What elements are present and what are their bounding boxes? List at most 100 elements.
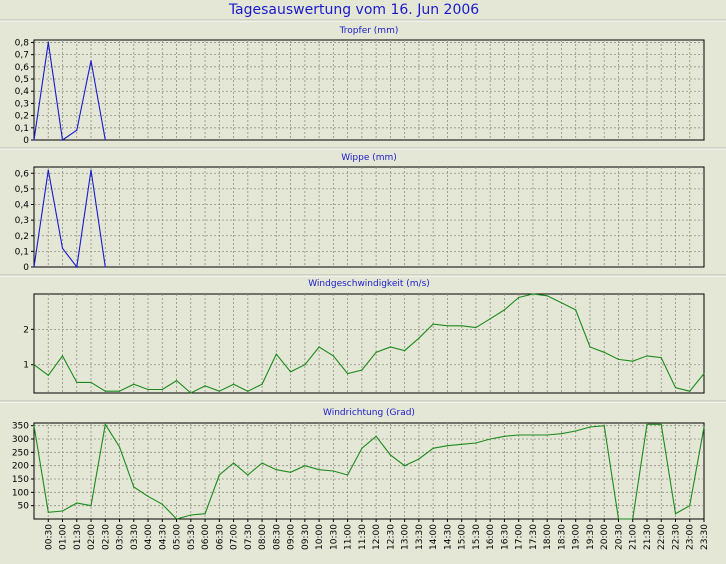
data-point — [90, 505, 92, 507]
series-line — [33, 170, 106, 269]
data-point — [161, 388, 163, 391]
x-tick-label: 09:00 — [287, 524, 297, 550]
data-point — [560, 433, 563, 435]
x-tick-label: 23:30 — [700, 524, 710, 550]
data-point — [90, 381, 92, 383]
data-point — [703, 373, 705, 375]
data-point — [489, 318, 491, 320]
data-point — [261, 462, 263, 464]
chart-panel-3: Windgeschwindigkeit (m/s) 1 2 — [0, 274, 726, 394]
y-tick-label: 0,3 — [15, 99, 29, 109]
data-point — [375, 435, 377, 437]
y-tick-label: 1 — [23, 361, 29, 371]
x-tick-label: 20:00 — [600, 524, 610, 550]
data-point — [133, 486, 135, 488]
data-point — [404, 350, 406, 352]
data-point — [560, 302, 563, 304]
data-point — [304, 364, 306, 366]
data-point — [290, 471, 292, 473]
data-point — [33, 364, 35, 366]
y-tick-label: 0,8 — [15, 38, 30, 48]
panel-title: Tropfer (mm) — [339, 26, 399, 36]
data-point — [204, 513, 206, 515]
data-point — [489, 438, 491, 440]
x-tick-label: 07:00 — [230, 524, 240, 550]
data-point — [332, 355, 334, 357]
x-tick-label: 10:30 — [329, 524, 339, 550]
y-tick-label: 0,4 — [15, 201, 30, 211]
data-point — [689, 505, 691, 507]
data-point — [389, 346, 391, 348]
data-point — [76, 266, 78, 268]
data-point — [61, 139, 64, 141]
plot-area — [33, 166, 705, 268]
x-tick-label: 21:00 — [629, 524, 639, 550]
data-point — [147, 495, 149, 497]
x-tick-label: 06:00 — [201, 524, 211, 550]
data-point — [290, 371, 292, 373]
plot-area — [33, 422, 705, 520]
data-point — [418, 458, 420, 460]
data-point — [475, 327, 477, 329]
x-tick-label: 04:30 — [158, 524, 168, 550]
data-point — [61, 355, 64, 357]
data-point — [47, 511, 49, 513]
x-tick-label: 19:30 — [586, 524, 596, 550]
data-point — [133, 383, 135, 385]
x-tick-label: 21:30 — [643, 524, 653, 550]
data-point — [247, 390, 249, 392]
y-tick-label: 0,2 — [15, 112, 29, 122]
data-point — [147, 388, 149, 391]
series-line — [33, 293, 705, 394]
data-point — [617, 358, 620, 360]
data-point — [660, 423, 662, 425]
x-tick-label: 20:30 — [615, 524, 625, 550]
data-point — [632, 360, 634, 362]
data-point — [375, 351, 377, 353]
data-point — [389, 454, 391, 456]
x-tick-label: 12:30 — [386, 524, 396, 550]
y-tick-label: 0,7 — [15, 51, 29, 61]
x-tick-label: 17:00 — [515, 524, 525, 550]
data-point — [347, 474, 349, 476]
data-point — [646, 355, 648, 357]
data-point — [118, 446, 121, 448]
x-tick-label: 23:00 — [686, 524, 696, 550]
x-tick-label: 07:30 — [244, 524, 254, 550]
x-tick-label: 03:30 — [130, 524, 140, 550]
chart-panel-4: Windrichtung (Grad) 50 100 150 200 250 300 350 — [0, 400, 726, 520]
data-point — [61, 510, 64, 512]
x-tick-label: 10:00 — [315, 524, 325, 550]
x-tick-label: 11:00 — [344, 524, 354, 550]
x-tick-label: 13:00 — [401, 524, 411, 550]
data-point — [703, 426, 705, 428]
x-tick-label: 08:30 — [272, 524, 282, 550]
panel-title: Windrichtung (Grad) — [323, 408, 415, 418]
x-tick-label: 01:30 — [73, 524, 83, 550]
x-tick-label: 12:00 — [372, 524, 382, 550]
x-tick-label: 22:30 — [672, 524, 682, 550]
x-tick-label: 00:30 — [44, 524, 54, 550]
data-point — [33, 266, 35, 268]
y-tick-label: 200 — [12, 462, 29, 472]
y-tick-label: 0,3 — [15, 216, 29, 226]
data-point — [76, 502, 78, 504]
data-point — [446, 445, 448, 447]
data-point — [518, 296, 520, 299]
x-tick-label: 16:00 — [486, 524, 496, 550]
data-point — [61, 247, 64, 249]
panel-title: Wippe (mm) — [341, 153, 397, 163]
data-point — [204, 385, 206, 387]
y-tick-label: 0,6 — [15, 63, 30, 73]
data-point — [503, 435, 505, 437]
data-point — [318, 346, 320, 348]
data-point — [532, 293, 534, 295]
data-point — [674, 513, 677, 515]
x-tick-label: 09:30 — [301, 524, 311, 550]
x-tick-label: 01:00 — [59, 524, 69, 550]
data-point — [660, 357, 662, 359]
data-point — [461, 325, 463, 327]
y-tick-label: 0,1 — [15, 124, 29, 134]
data-point — [589, 426, 591, 428]
plot-area — [33, 293, 705, 394]
